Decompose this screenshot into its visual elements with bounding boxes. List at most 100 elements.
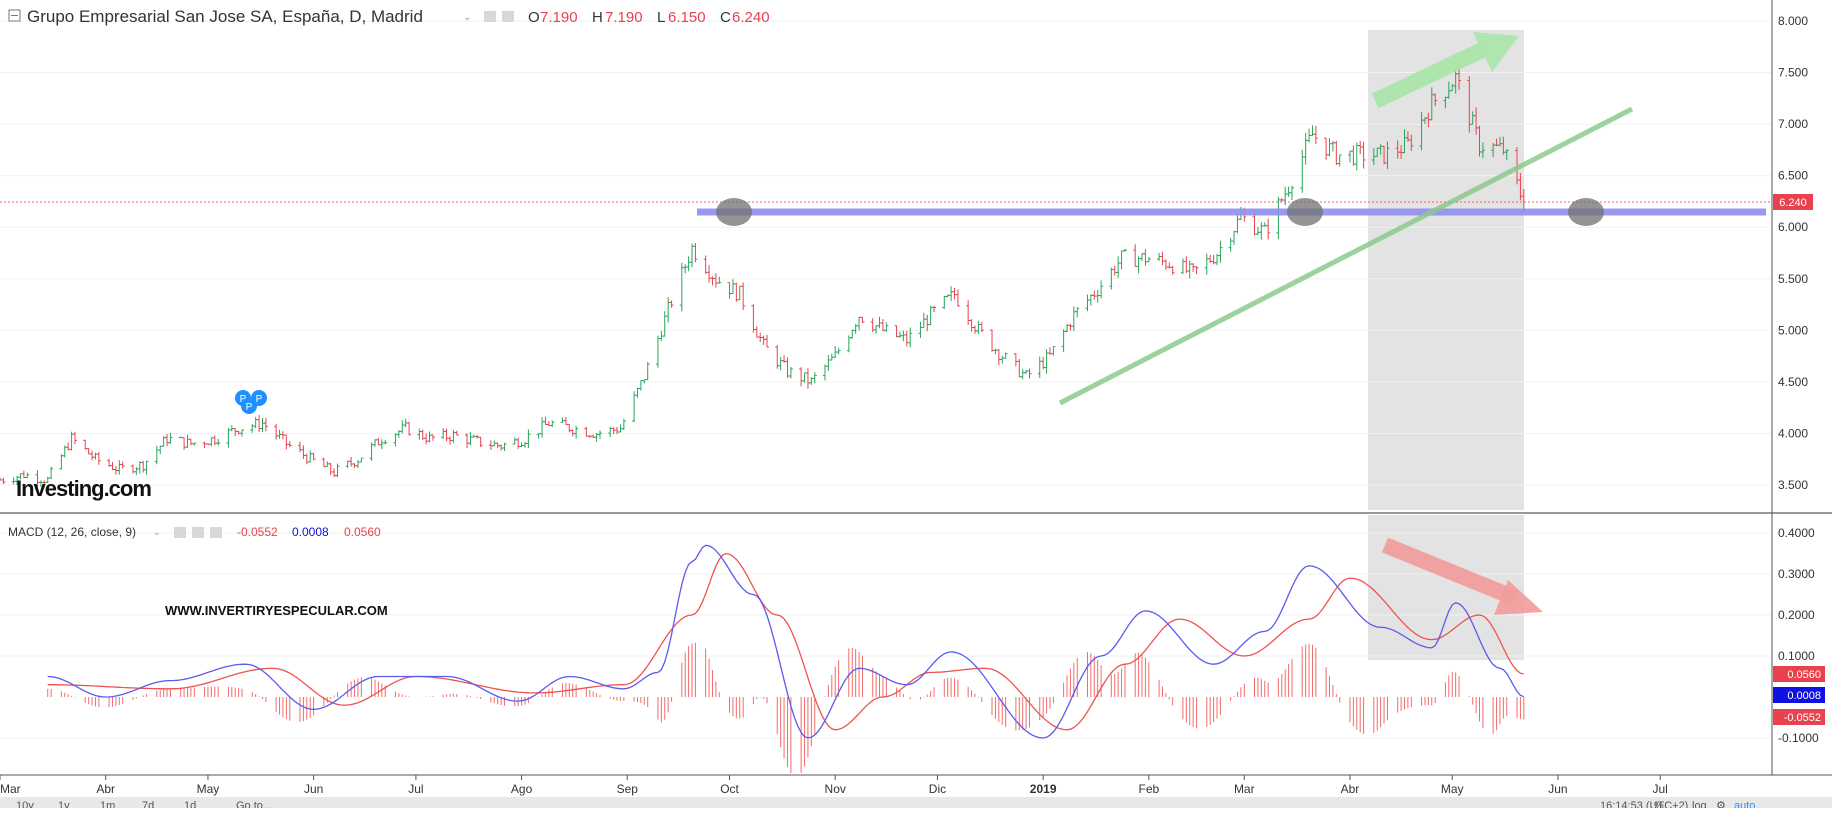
macd-tick-label: 0.2000 [1778, 608, 1815, 622]
macd-settings-icon[interactable] [192, 527, 204, 538]
macd-tick-label: -0.1000 [1778, 731, 1819, 745]
macd-tick-label: 0.1000 [1778, 649, 1815, 663]
time-axis-labels: Mar Abr May Jun Jul Ago Sep Oct Nov Dic 2019 Feb Mar… [0, 775, 1668, 796]
red-arrow-shaft [1381, 537, 1519, 606]
chart-header: Grupo Empresarial San Jose SA, España, D… [8, 7, 770, 26]
watermark-text: WWW.INVERTIRYESPECULAR.COM [165, 603, 388, 618]
range-button-1d[interactable]: 1d [184, 800, 196, 812]
goto-button[interactable]: Go to... [236, 800, 272, 812]
highlight-region-price [1368, 30, 1524, 510]
event-marker-label-1: P [240, 394, 247, 405]
macd-histogram [47, 642, 1525, 774]
red-arrow [1381, 537, 1543, 615]
macd-line [47, 544, 1525, 739]
event-marker-3[interactable] [241, 398, 257, 414]
price-axis-labels: 8.000 7.500 7.000 6.500 6.000 5.500 5.000 4.500… [1778, 14, 1808, 492]
range-button-1m[interactable]: 1m [100, 800, 115, 812]
range-button-10y[interactable]: 10y [16, 800, 34, 812]
signal-value-tag-bg [1773, 666, 1825, 682]
time-tick-label: Abr [1341, 782, 1360, 796]
time-tick-label: Dic [929, 782, 946, 796]
macd-axis-labels: 0.4000 0.3000 0.2000 0.1000 -0.1000 [1778, 526, 1819, 745]
open-value: 7.190 [540, 9, 578, 26]
chart-title: Grupo Empresarial San Jose SA, España, D… [27, 7, 423, 26]
time-tick-label: Jun [1548, 782, 1567, 796]
settings-gear-icon[interactable] [502, 11, 514, 22]
time-tick-label: Abr [96, 782, 115, 796]
time-tick-label: Jun [304, 782, 323, 796]
close-value: 6.240 [732, 9, 770, 26]
eye-toggle-icon[interactable] [484, 11, 496, 22]
axis-option-auto[interactable]: auto [1734, 800, 1755, 812]
event-marker-label-3: P [246, 402, 253, 413]
event-marker-label-2: P [256, 394, 263, 405]
candles [0, 68, 1526, 487]
red-arrow-head [1494, 580, 1543, 615]
time-tick-label: Feb [1138, 782, 1159, 796]
price-tick-label: 4.000 [1778, 426, 1808, 440]
range-button-7d[interactable]: 7d [142, 800, 154, 812]
macd-eye-icon[interactable] [174, 527, 186, 538]
high-label: H [592, 9, 603, 26]
toolbar-time: 16:14:53 (UTC+2) [1600, 800, 1688, 808]
price-tick-label: 7.500 [1778, 66, 1808, 80]
macd-menu-chevron-icon[interactable]: ⌄ [153, 527, 161, 537]
macd-line-value: 0.0008 [292, 525, 329, 539]
title-menu-chevron-icon[interactable]: ⌄ [463, 12, 471, 23]
time-tick-label: Jul [1653, 782, 1668, 796]
macd-signal-value: 0.0560 [344, 525, 381, 539]
price-tick-label: 7.000 [1778, 117, 1808, 131]
close-label: C [720, 9, 731, 26]
time-tick-label: Mar [0, 782, 21, 796]
hist-value-tag: -0.0552 [1784, 712, 1821, 724]
price-tick-label: 4.500 [1778, 375, 1808, 389]
open-label: O [528, 9, 540, 26]
event-markers: P P P [235, 390, 267, 414]
macd-value-tag-bg [1773, 687, 1825, 703]
time-tick-label: Nov [825, 782, 846, 796]
time-tick-label: Sep [617, 782, 639, 796]
macd-title: MACD (12, 26, close, 9) [8, 525, 136, 539]
time-tick-label: May [197, 782, 220, 796]
circle-marker-sep [716, 198, 752, 226]
macd-value-tag: 0.0008 [1787, 690, 1821, 702]
time-tick-label: Mar [1234, 782, 1255, 796]
low-label: L [657, 9, 665, 26]
signal-value-tag: 0.0560 [1787, 669, 1821, 681]
time-tick-label: Ago [511, 782, 533, 796]
current-price-tag-bg [1773, 194, 1813, 210]
range-button-1y[interactable]: 1y [58, 800, 70, 812]
macd-remove-icon[interactable] [210, 527, 222, 538]
price-tick-label: 5.500 [1778, 272, 1808, 286]
green-arrow-shaft [1371, 42, 1486, 109]
axis-option-log[interactable]: log [1692, 800, 1707, 812]
toolbar-gear-icon[interactable]: ⚙ [1716, 800, 1726, 812]
bottom-toolbar [0, 797, 1832, 808]
price-tick-label: 3.500 [1778, 478, 1808, 492]
time-tick-label: 2019 [1030, 782, 1057, 796]
green-arrow [1371, 32, 1519, 109]
price-tick-label: 5.000 [1778, 323, 1808, 337]
green-arrow-head [1473, 32, 1519, 72]
axis-option-percent[interactable]: % [1654, 800, 1664, 812]
investing-logo: Investing.com [16, 476, 151, 501]
price-tick-label: 6.000 [1778, 220, 1808, 234]
trend-line [1058, 106, 1634, 406]
signal-line [47, 552, 1524, 731]
time-tick-label: May [1441, 782, 1464, 796]
time-tick-label: Jul [408, 782, 423, 796]
macd-hist-value: -0.0552 [237, 525, 278, 539]
circle-marker-may [1568, 198, 1604, 226]
hist-value-tag-bg [1773, 709, 1825, 725]
macd-tick-label: 0.3000 [1778, 567, 1815, 581]
current-price-tag: 6.240 [1779, 197, 1807, 209]
high-value: 7.190 [605, 9, 643, 26]
collapse-toggle[interactable] [8, 9, 21, 22]
price-tick-label: 8.000 [1778, 14, 1808, 28]
macd-header: MACD (12, 26, close, 9) ⌄ -0.0552 0.0008… [8, 525, 381, 539]
time-tick-label: Oct [720, 782, 739, 796]
macd-tick-label: 0.4000 [1778, 526, 1815, 540]
